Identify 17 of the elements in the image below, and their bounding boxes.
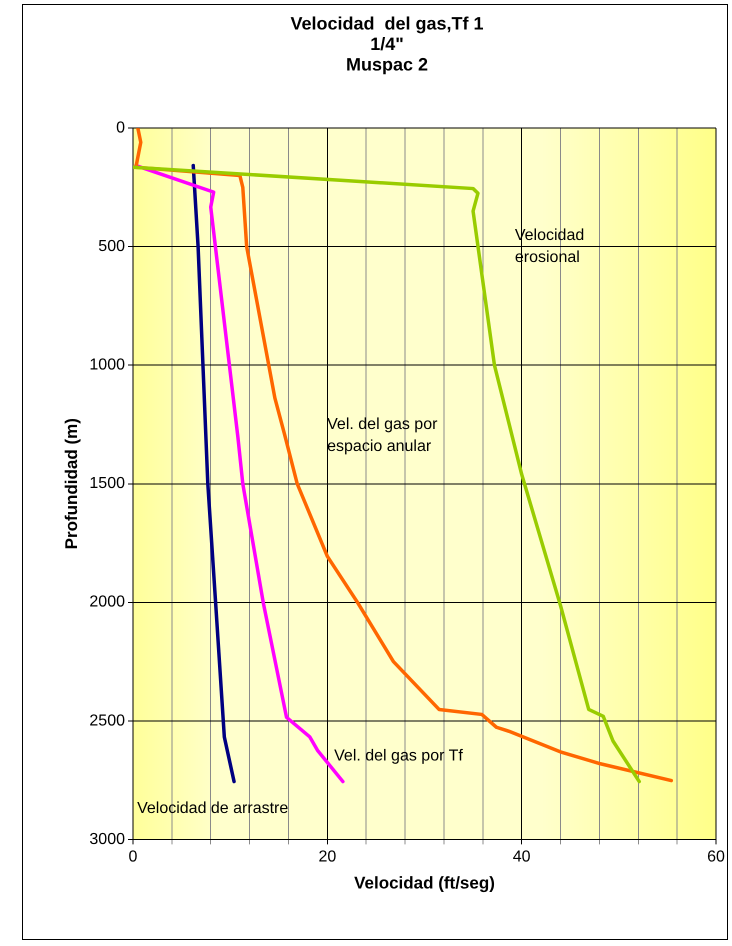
y-axis-title: Profundidad (m)	[62, 418, 81, 550]
y-tick-label: 1000	[89, 356, 126, 374]
y-tick-label: 500	[98, 238, 126, 256]
x-tick-label: 20	[318, 848, 336, 866]
y-tick-label: 3000	[89, 830, 126, 848]
y-tick-label: 2500	[89, 712, 126, 730]
y-tick-label: 0	[116, 120, 126, 137]
y-tick-label: 1500	[89, 475, 126, 492]
y-tick-label: 2000	[89, 594, 126, 611]
chart-title: Velocidad del gas,Tf 1 1/4" Muspac 2	[290, 13, 484, 75]
x-tick-label: 40	[512, 848, 531, 866]
x-tick-label: 0	[128, 848, 138, 866]
x-axis-title: Velocidad (ft/seg)	[354, 873, 495, 892]
x-tick-label: 60	[707, 848, 725, 866]
text: Velocidad de arrastre	[137, 800, 288, 818]
text: Vel. del gas por espacio anular	[327, 416, 438, 456]
series-label: Vel. del gas por Tf	[334, 748, 464, 765]
